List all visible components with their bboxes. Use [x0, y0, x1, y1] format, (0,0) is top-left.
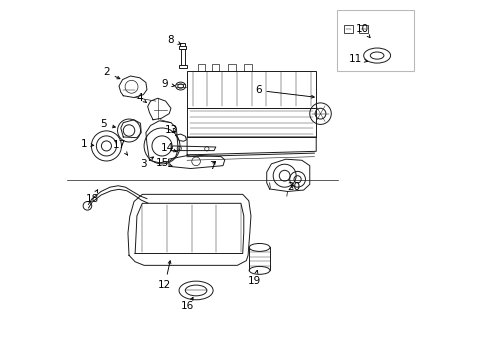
Text: 2: 2 — [103, 67, 120, 79]
Text: 4: 4 — [136, 93, 146, 103]
Bar — [180, 42, 185, 45]
Text: 12: 12 — [158, 261, 171, 290]
Bar — [359, 26, 367, 33]
Text: 15: 15 — [156, 158, 172, 168]
Text: 19: 19 — [247, 270, 261, 286]
Bar — [244, 64, 251, 71]
Bar — [179, 65, 187, 68]
Bar — [181, 49, 184, 65]
Text: 3: 3 — [140, 157, 153, 169]
Text: 7: 7 — [208, 161, 215, 171]
Bar — [336, 10, 413, 71]
Text: 1: 1 — [81, 139, 94, 149]
Bar — [344, 26, 352, 33]
Text: 14: 14 — [161, 143, 177, 153]
Text: 17: 17 — [113, 140, 127, 155]
Bar — [179, 45, 186, 49]
Text: 13: 13 — [164, 125, 177, 135]
Text: 11: 11 — [348, 54, 367, 64]
Text: 10: 10 — [356, 24, 369, 38]
Bar — [212, 64, 219, 71]
Text: 9: 9 — [161, 79, 174, 89]
Text: 5: 5 — [101, 120, 115, 129]
Text: 6: 6 — [254, 85, 314, 98]
Bar — [187, 71, 316, 108]
Text: 18: 18 — [85, 190, 99, 204]
Text: 16: 16 — [181, 297, 194, 311]
Text: 8: 8 — [167, 35, 181, 45]
Bar — [228, 64, 235, 71]
Bar — [198, 64, 204, 71]
Text: 20: 20 — [287, 182, 300, 192]
